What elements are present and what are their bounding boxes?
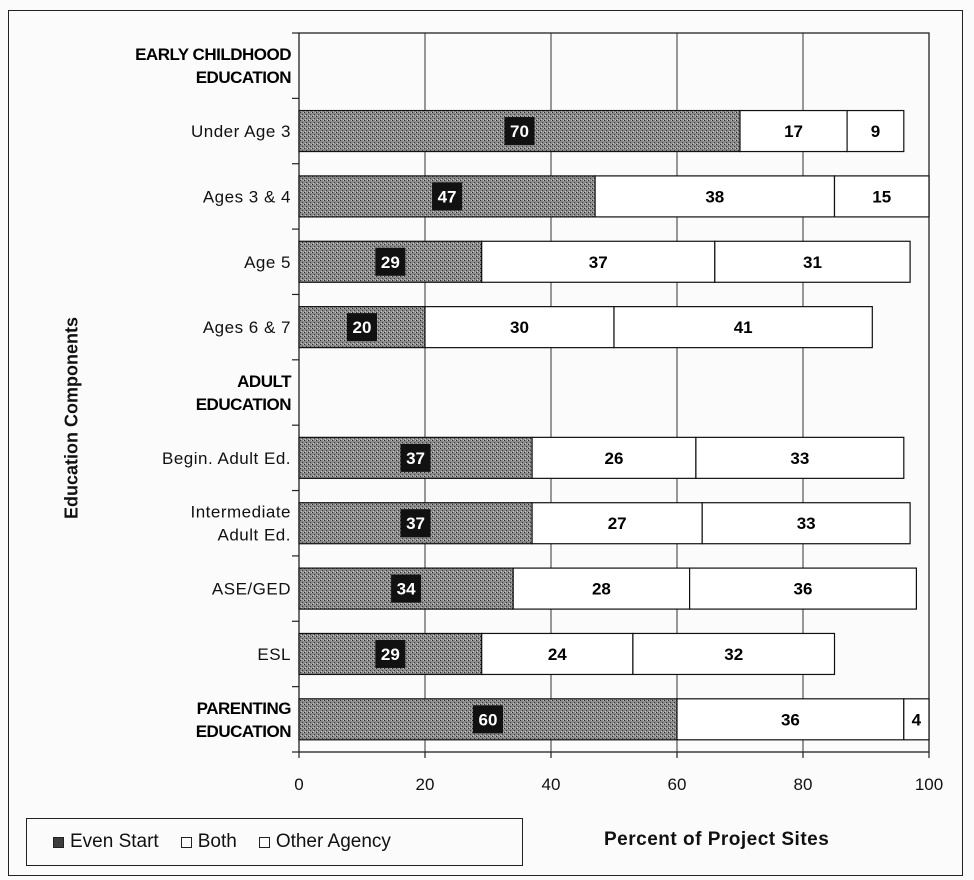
y-axis-label: Education Components bbox=[61, 317, 82, 519]
section-heading: EDUCATION bbox=[196, 722, 292, 741]
legend-label-even-start: Even Start bbox=[70, 831, 159, 852]
legend-item-even-start: Even Start bbox=[53, 831, 159, 853]
section-heading: EDUCATION bbox=[196, 68, 292, 87]
data-label: 36 bbox=[781, 710, 800, 729]
x-tick-label: 100 bbox=[915, 775, 943, 794]
data-label: 33 bbox=[790, 449, 809, 468]
data-label-bg bbox=[375, 247, 406, 276]
both-segment bbox=[531, 436, 697, 479]
data-label: 17 bbox=[784, 122, 803, 141]
other-agency-segment bbox=[833, 175, 930, 218]
category-label: ASE/GED bbox=[212, 580, 291, 599]
data-label: 31 bbox=[803, 253, 822, 272]
both-segment bbox=[424, 306, 615, 349]
data-label-bg bbox=[391, 574, 422, 603]
both-segment bbox=[594, 175, 836, 218]
data-label: 70 bbox=[510, 122, 529, 141]
category-label: Ages 6 & 7 bbox=[203, 318, 291, 337]
data-label: 4 bbox=[912, 710, 922, 729]
both-swatch bbox=[180, 836, 192, 848]
data-label: 47 bbox=[438, 187, 457, 206]
data-label-bg bbox=[400, 443, 431, 472]
data-label: 37 bbox=[406, 449, 425, 468]
data-label: 38 bbox=[705, 187, 724, 206]
data-label: 33 bbox=[797, 514, 816, 533]
data-label: 37 bbox=[406, 514, 425, 533]
even-start-swatch bbox=[53, 836, 64, 848]
data-label: 20 bbox=[353, 318, 372, 337]
other-agency-segment bbox=[695, 436, 905, 479]
legend-label-other-agency: Other Agency bbox=[275, 831, 391, 852]
category-label: Under Age 3 bbox=[191, 122, 291, 141]
legend-item-both: Both bbox=[180, 831, 237, 853]
other-agency-segment bbox=[701, 502, 911, 545]
both-segment bbox=[531, 502, 703, 545]
data-label: 28 bbox=[592, 580, 611, 599]
section-heading: ADULT bbox=[237, 372, 292, 391]
data-label: 26 bbox=[605, 449, 624, 468]
category-label: Intermediate bbox=[191, 503, 292, 522]
other-agency-segment bbox=[632, 632, 836, 676]
data-label: 24 bbox=[548, 645, 567, 664]
x-axis-label: Percent of Project Sites bbox=[604, 829, 830, 850]
data-label-bg bbox=[400, 509, 431, 538]
both-segment bbox=[739, 109, 848, 153]
category-label: Adult Ed. bbox=[218, 526, 292, 545]
plot-border bbox=[298, 32, 930, 753]
data-label-bg bbox=[504, 117, 535, 146]
other-agency-segment bbox=[714, 240, 911, 283]
category-label: Ages 3 & 4 bbox=[203, 187, 291, 206]
section-heading: PARENTING bbox=[197, 699, 292, 718]
x-tick-label: 60 bbox=[668, 775, 687, 794]
other-agency-segment bbox=[688, 567, 917, 610]
other-agency-segment bbox=[903, 698, 930, 741]
category-label: ESL bbox=[257, 645, 291, 664]
section-heading: EARLY CHILDHOOD bbox=[135, 45, 291, 64]
data-label: 60 bbox=[479, 710, 498, 729]
data-label-bg bbox=[432, 182, 463, 211]
both-segment bbox=[481, 240, 716, 283]
category-label: Age 5 bbox=[244, 253, 291, 272]
chart-frame bbox=[8, 10, 963, 876]
data-label: 34 bbox=[397, 580, 416, 599]
x-tick-label: 0 bbox=[294, 775, 303, 794]
data-label: 30 bbox=[510, 318, 529, 337]
legend: Even Start Both Other Agency bbox=[26, 818, 523, 866]
data-label: 9 bbox=[871, 122, 880, 141]
both-segment bbox=[481, 632, 634, 676]
data-label: 41 bbox=[734, 318, 753, 337]
legend-item-other-agency: Other Agency bbox=[258, 831, 391, 853]
data-label-bg bbox=[473, 705, 503, 734]
data-label: 29 bbox=[381, 253, 400, 272]
category-label: Begin. Adult Ed. bbox=[162, 449, 291, 468]
other-agency-segment bbox=[613, 306, 873, 349]
data-label: 32 bbox=[724, 645, 743, 664]
data-label: 37 bbox=[589, 253, 608, 272]
section-heading: EDUCATION bbox=[196, 395, 292, 414]
data-label: 27 bbox=[608, 514, 627, 533]
data-label: 36 bbox=[794, 580, 813, 599]
legend-label-both: Both bbox=[197, 831, 237, 852]
data-label: 29 bbox=[381, 645, 400, 664]
data-label: 15 bbox=[872, 187, 891, 206]
x-tick-label: 80 bbox=[794, 775, 813, 794]
x-tick-label: 20 bbox=[416, 775, 435, 794]
data-label-bg bbox=[375, 639, 406, 668]
data-label-bg bbox=[347, 313, 377, 342]
x-tick-label: 40 bbox=[542, 775, 561, 794]
other-agency-swatch bbox=[258, 836, 270, 848]
other-agency-segment bbox=[846, 109, 905, 153]
